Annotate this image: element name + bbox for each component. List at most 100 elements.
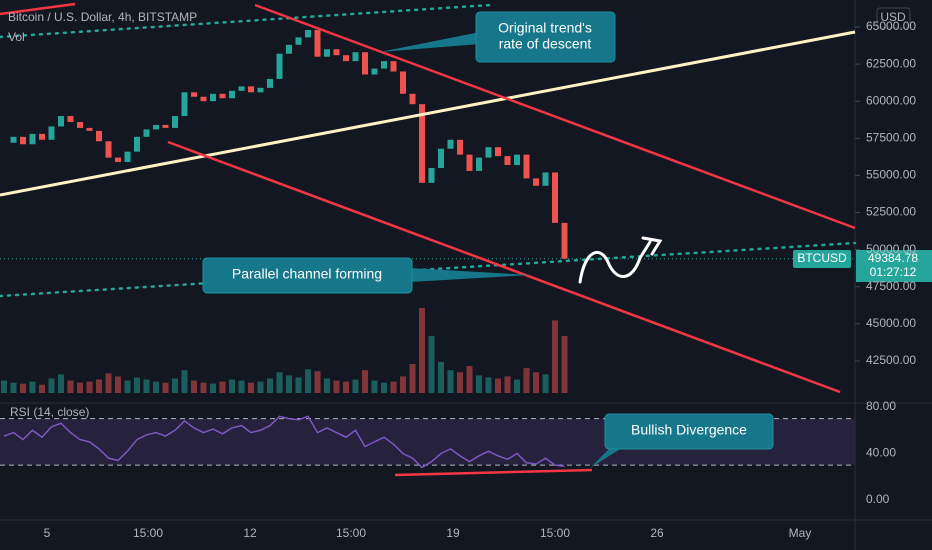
volume-bar <box>248 382 254 393</box>
candle <box>400 71 406 94</box>
volume-bar <box>514 379 520 393</box>
annotation: Bullish Divergence <box>631 422 747 438</box>
candle <box>390 61 397 72</box>
volume-bar <box>352 379 359 393</box>
price-tick-label: 57500.00 <box>866 130 916 144</box>
volume-bar <box>1 380 7 393</box>
volume-bar <box>390 381 397 393</box>
price-tick-label: 47500.00 <box>866 279 916 293</box>
volume-bar <box>314 371 321 393</box>
volume-bar <box>457 372 463 393</box>
candle <box>96 130 102 142</box>
candle <box>495 147 501 157</box>
candle <box>286 44 292 54</box>
candle <box>200 96 207 102</box>
marks <box>0 26 860 469</box>
candle <box>77 121 83 128</box>
volume-bar <box>162 382 169 393</box>
candle <box>371 68 378 75</box>
candle <box>428 167 435 183</box>
volume-bar <box>542 374 549 393</box>
volume-bar <box>172 378 178 393</box>
volume-bar <box>200 382 207 393</box>
candle <box>362 52 368 75</box>
volume-bar <box>29 381 36 393</box>
currency-button-label[interactable]: USD <box>880 10 906 24</box>
candle <box>409 93 416 105</box>
candle <box>514 154 520 166</box>
volume-bar <box>305 369 311 393</box>
candle <box>238 86 245 91</box>
volume-bar <box>153 381 159 393</box>
candle <box>276 53 283 79</box>
volume-bar <box>39 384 45 393</box>
candle <box>485 147 492 158</box>
candle <box>58 116 64 127</box>
callout-box <box>202 257 413 294</box>
candle <box>67 116 74 122</box>
candle <box>552 172 558 223</box>
rsi-label: RSI (14, close) <box>10 405 89 419</box>
dotted-trend <box>0 3 492 39</box>
rsi-tick-label: 40.00 <box>866 446 896 460</box>
price-tick-label: 45000.00 <box>866 316 916 330</box>
volume-bar <box>419 308 425 393</box>
candle <box>476 157 482 171</box>
candle <box>352 52 359 62</box>
time-tick-label: 26 <box>650 526 664 540</box>
volume-bar <box>257 381 264 393</box>
candle <box>172 116 178 128</box>
volume-bar <box>105 373 112 393</box>
candle <box>447 139 454 149</box>
volume-bar <box>191 380 197 393</box>
candle <box>504 156 511 166</box>
time-tick-label: 15:00 <box>540 526 570 540</box>
price-tick-label: 42500.00 <box>866 353 916 367</box>
candle <box>86 127 93 131</box>
volume-bar <box>409 363 416 393</box>
price-tick-label: 55000.00 <box>866 168 916 182</box>
candle <box>48 126 55 140</box>
candle <box>143 129 150 137</box>
volume-bar <box>86 381 93 393</box>
volume-bar <box>381 382 387 393</box>
candle <box>466 154 473 171</box>
candle <box>542 172 549 186</box>
volume-bar <box>561 335 568 393</box>
price-tick-label: 52500.00 <box>866 205 916 219</box>
volume-bar <box>58 374 64 393</box>
volume-bar <box>48 378 55 393</box>
callout-box <box>604 413 774 450</box>
time-tick-label: 15:00 <box>133 526 163 540</box>
candle <box>314 29 321 57</box>
candle <box>324 49 330 57</box>
price-badge-label: 49384.78 <box>868 251 918 265</box>
price-badge <box>856 250 932 282</box>
volume-bar <box>362 370 368 393</box>
time-tick-label: 5 <box>44 526 51 540</box>
volume-bar <box>115 376 121 393</box>
candle <box>561 222 568 259</box>
symbol-badge <box>793 250 851 268</box>
volume-label: Vol <box>8 30 25 44</box>
volume-bar <box>124 380 131 393</box>
candle <box>20 136 26 145</box>
volume-bar <box>10 382 17 393</box>
candle <box>153 124 159 130</box>
currency-button[interactable] <box>876 7 911 29</box>
candle <box>181 92 188 117</box>
price-tick-label: 62500.00 <box>866 56 916 70</box>
candle <box>381 61 387 69</box>
labels: Bitcoin / U.S. Dollar, 4h, BITSTAMP Vol … <box>8 7 932 540</box>
volume-bar <box>134 377 140 393</box>
dotted-trend <box>0 241 857 298</box>
symbol-title: Bitcoin / U.S. Dollar, 4h, BITSTAMP <box>8 10 197 24</box>
volume-bar <box>219 381 226 393</box>
rsi-tick-label: 80.00 <box>866 399 896 413</box>
volume-bar <box>67 380 74 393</box>
annotation: Original trend's <box>498 20 592 36</box>
price-tick-label: 60000.00 <box>866 93 916 107</box>
candle <box>219 93 226 99</box>
candle <box>191 92 197 97</box>
candle <box>295 37 302 45</box>
